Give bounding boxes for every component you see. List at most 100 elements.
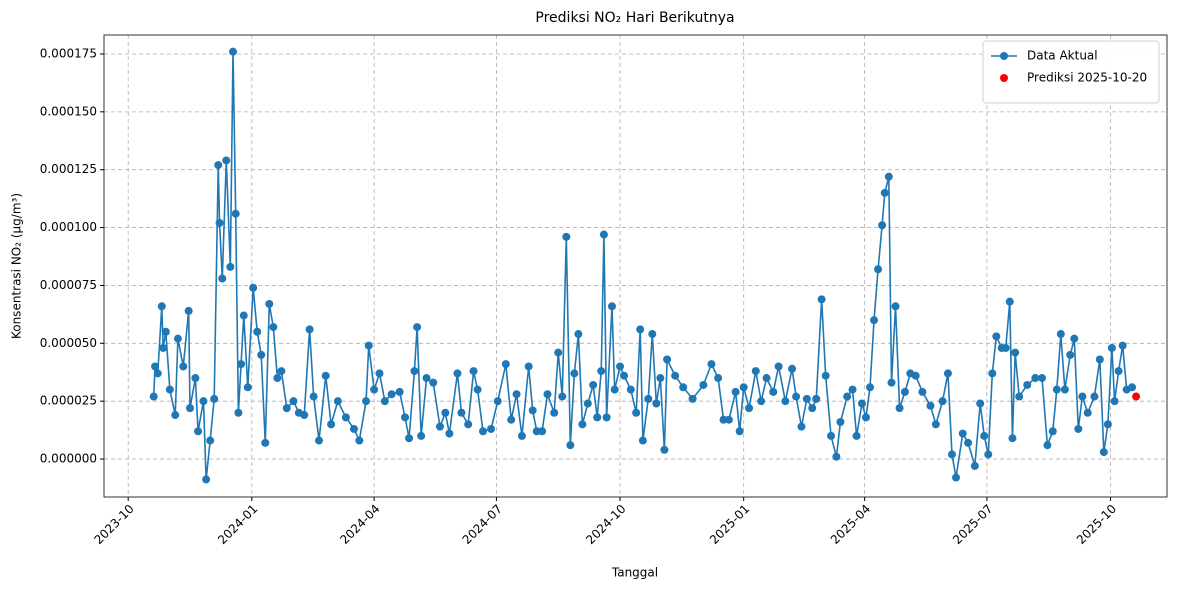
data-point (699, 380, 708, 389)
data-point (453, 369, 462, 378)
data-point (253, 327, 262, 336)
data-point (638, 436, 647, 445)
data-point (355, 436, 364, 445)
data-point (1118, 341, 1127, 350)
data-point (688, 394, 697, 403)
data-point (157, 302, 166, 311)
data-point (626, 385, 635, 394)
data-point (277, 367, 286, 376)
data-point (493, 397, 502, 406)
data-point (327, 420, 336, 429)
data-point (1056, 330, 1065, 339)
data-point (289, 397, 298, 406)
legend-box (982, 40, 1160, 104)
data-point (843, 392, 852, 401)
data-point (1001, 343, 1010, 352)
data-point (214, 161, 223, 170)
data-point (206, 436, 215, 445)
data-point (218, 274, 227, 283)
data-point (735, 427, 744, 436)
data-point (874, 265, 883, 274)
data-point (375, 369, 384, 378)
data-point (524, 362, 533, 371)
data-point (1107, 343, 1116, 352)
data-point (679, 383, 688, 392)
data-point (1110, 397, 1119, 406)
data-point (574, 330, 583, 339)
data-point (273, 374, 282, 383)
data-point (194, 427, 203, 436)
data-point (435, 422, 444, 431)
data-point (321, 371, 330, 380)
data-point (282, 404, 291, 413)
data-point (570, 369, 579, 378)
data-point (757, 397, 766, 406)
data-point (441, 408, 450, 417)
data-point (827, 431, 836, 440)
data-point (237, 360, 246, 369)
data-point (370, 385, 379, 394)
data-point (417, 431, 426, 440)
data-point (648, 330, 657, 339)
legend-marker (1000, 74, 1008, 82)
data-point (660, 445, 669, 454)
data-point (543, 390, 552, 399)
data-point (410, 367, 419, 376)
data-point (566, 441, 575, 450)
data-point (487, 424, 496, 433)
data-point (199, 397, 208, 406)
data-point (1066, 350, 1075, 359)
legend-label: Prediksi 2025-10-20 (1027, 71, 1147, 85)
data-point (231, 209, 240, 218)
data-point (1008, 434, 1017, 443)
data-point (184, 306, 193, 315)
data-point (1011, 348, 1020, 357)
data-point (616, 362, 625, 371)
data-point (151, 362, 160, 371)
y-tick-label: 0.000075 (40, 278, 97, 292)
data-point (349, 424, 358, 433)
data-point (341, 413, 350, 422)
legend: Data Aktual Prediksi 2025-10-20 (982, 40, 1160, 104)
data-point (387, 390, 396, 399)
data-point (186, 404, 195, 413)
data-point (249, 283, 258, 292)
data-point (958, 429, 967, 438)
data-point (714, 374, 723, 383)
data-point (554, 348, 563, 357)
data-point (239, 311, 248, 320)
data-point (931, 420, 940, 429)
data-point (762, 374, 771, 383)
y-tick-label: 0.000000 (40, 452, 97, 466)
data-point (229, 47, 238, 56)
data-point (265, 299, 274, 308)
data-point (731, 387, 740, 396)
data-point (891, 302, 900, 311)
y-tick-label: 0.000100 (40, 220, 97, 234)
data-point (739, 383, 748, 392)
data-point (597, 367, 606, 376)
data-line (152, 51, 1133, 480)
data-point (1132, 392, 1141, 401)
data-point (878, 221, 887, 230)
data-point (261, 438, 270, 447)
data-point (179, 362, 188, 371)
y-axis-label: Konsentrasi NO₂ (µg/m³) (10, 193, 24, 339)
data-point (333, 397, 342, 406)
y-tick-label: 0.000050 (40, 336, 97, 350)
data-point (405, 434, 414, 443)
data-point (562, 232, 571, 241)
data-point (1070, 334, 1079, 343)
data-point (938, 397, 947, 406)
data-point (870, 316, 879, 325)
data-point (469, 367, 478, 376)
data-point (501, 360, 510, 369)
data-point (558, 392, 567, 401)
data-point (751, 367, 760, 376)
data-point (774, 362, 783, 371)
data-point (1052, 385, 1061, 394)
data-point (364, 341, 373, 350)
data-point (707, 360, 716, 369)
